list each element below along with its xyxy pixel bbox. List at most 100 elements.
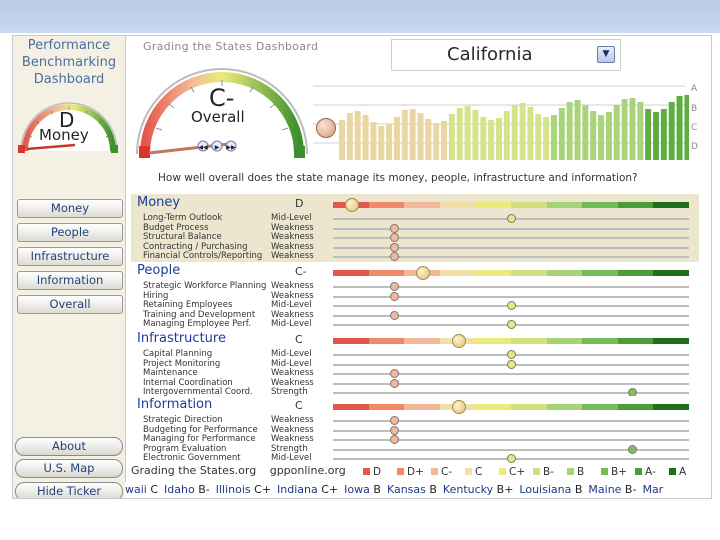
criterion-rating-dot[interactable] bbox=[389, 378, 399, 388]
criterion-label[interactable]: Strategic Direction bbox=[143, 415, 223, 425]
grade-strip-segment bbox=[546, 270, 583, 276]
criterion-label[interactable]: Maintenance bbox=[143, 368, 198, 378]
ticker-item[interactable]: Illinois C+ bbox=[215, 483, 272, 496]
ticker-state: Illinois bbox=[215, 483, 251, 496]
history-bar bbox=[425, 119, 432, 160]
title-line: Performance bbox=[27, 38, 111, 53]
criterion-track bbox=[333, 286, 689, 288]
criterion-rating-dot[interactable] bbox=[507, 454, 516, 463]
grade-strip-segment bbox=[333, 338, 369, 344]
ticker-state: Iowa bbox=[344, 483, 370, 496]
ticker-item[interactable]: Louisiana B bbox=[519, 483, 583, 496]
nav-infrastructure-button[interactable]: Infrastructure bbox=[17, 247, 123, 266]
grade-strip-segment bbox=[653, 202, 689, 208]
grade-strip-segment bbox=[404, 404, 440, 410]
ticker-state: Maine bbox=[588, 483, 622, 496]
criterion-rating-dot[interactable] bbox=[389, 252, 399, 261]
criterion-label[interactable]: Intergovernmental Coord. bbox=[143, 387, 253, 397]
nav-overall-button[interactable]: Overall bbox=[17, 295, 123, 314]
criterion-label[interactable]: Managing Employee Perf. bbox=[143, 319, 251, 329]
criterion-label[interactable]: Retaining Employees bbox=[143, 300, 233, 310]
history-bar bbox=[566, 102, 573, 160]
criterion-rating-dot[interactable] bbox=[389, 369, 399, 378]
legend-grade-label: A- bbox=[645, 466, 656, 478]
legend-swatch bbox=[635, 468, 642, 475]
ticker-item[interactable]: Kentucky B+ bbox=[442, 483, 514, 496]
criterion-label[interactable]: Strategic Workforce Planning bbox=[143, 281, 267, 291]
window-top-bar bbox=[0, 0, 720, 33]
criterion-rating-dot[interactable] bbox=[507, 320, 516, 329]
grade-strip-segment bbox=[475, 338, 511, 344]
criterion-label[interactable]: Internal Coordination bbox=[143, 377, 233, 388]
ticker-item[interactable]: Maine B- bbox=[588, 483, 637, 496]
criterion-rating-dot[interactable] bbox=[389, 435, 399, 444]
scale-label-d: D bbox=[691, 142, 698, 152]
criterion-rating-dot[interactable] bbox=[389, 233, 399, 242]
chevron-down-icon[interactable]: ▼ bbox=[597, 46, 615, 63]
ticker-item[interactable]: Iowa B bbox=[344, 483, 381, 496]
criterion-label[interactable]: Budget Process bbox=[143, 222, 209, 233]
criterion-label[interactable]: Project Monitoring bbox=[143, 358, 221, 369]
criterion-rating: Weakness bbox=[271, 415, 314, 425]
history-bar bbox=[519, 103, 526, 160]
history-bar bbox=[653, 112, 659, 160]
criterion-rating-dot[interactable] bbox=[507, 214, 516, 223]
section-grade-marker[interactable] bbox=[451, 334, 466, 348]
state-ticker[interactable]: waii C Idaho B- Illinois C+ Indiana C+ Iowa … bbox=[125, 482, 711, 498]
ticker-item[interactable]: Idaho B- bbox=[164, 483, 210, 496]
ticker-item[interactable]: waii C bbox=[125, 483, 159, 496]
section-grade-marker[interactable] bbox=[451, 400, 466, 414]
criterion-label[interactable]: Budgeting for Performance bbox=[143, 424, 258, 435]
history-bar bbox=[511, 105, 518, 160]
legend-swatch bbox=[601, 468, 608, 475]
history-bar bbox=[393, 117, 400, 160]
gradingthestates-link[interactable]: Grading the States.org bbox=[131, 464, 257, 477]
history-bar bbox=[668, 102, 675, 160]
about-button[interactable]: About bbox=[15, 437, 123, 456]
us-map-button[interactable]: U.S. Map bbox=[15, 459, 123, 478]
criterion-label[interactable]: Capital Planning bbox=[143, 349, 213, 359]
state-dropdown[interactable]: California ▼ bbox=[391, 39, 621, 71]
criterion-rating-dot[interactable] bbox=[507, 301, 516, 310]
criterion-label[interactable]: Electronic Government bbox=[143, 453, 241, 463]
criterion-rating-dot[interactable] bbox=[389, 291, 399, 301]
section-grade-marker[interactable] bbox=[344, 198, 359, 212]
history-slider-handle[interactable] bbox=[316, 118, 336, 138]
criterion-label[interactable]: Financial Controls/Reporting bbox=[143, 251, 263, 261]
criterion-rating: Mid-Level bbox=[271, 213, 312, 223]
criterion-label[interactable]: Managing for Performance bbox=[143, 434, 256, 444]
legend-grade-label: C bbox=[475, 466, 483, 478]
legend-swatch bbox=[363, 468, 370, 475]
criterion-label[interactable]: Long-Term Outlook bbox=[143, 213, 223, 223]
ticker-item[interactable]: Kansas B bbox=[386, 483, 437, 496]
nav-information-button[interactable]: Information bbox=[17, 271, 123, 290]
criterion-rating-dot[interactable] bbox=[389, 282, 399, 291]
criterion-rating-dot[interactable] bbox=[507, 359, 516, 369]
grade-strip-segment bbox=[511, 338, 547, 344]
criterion-rating-dot[interactable] bbox=[389, 416, 399, 425]
criterion-label[interactable]: Contracting / Purchasing bbox=[143, 241, 248, 252]
criterion-rating-dot[interactable] bbox=[389, 242, 399, 252]
criterion-label[interactable]: Training and Development bbox=[143, 309, 256, 320]
criterion-rating-dot[interactable] bbox=[628, 444, 638, 454]
gpponline-link[interactable]: gpponline.org bbox=[269, 464, 346, 477]
sidebar: Performance Benchmarking Dashboard bbox=[13, 36, 126, 498]
nav-money-button[interactable]: Money bbox=[17, 199, 123, 218]
ticker-item[interactable]: Indiana C+ bbox=[277, 483, 339, 496]
history-bar bbox=[574, 100, 581, 160]
ticker-item[interactable]: Mar bbox=[642, 483, 663, 496]
criterion-label[interactable]: Program Evaluation bbox=[143, 443, 227, 454]
history-bar bbox=[480, 117, 487, 160]
criterion-rating-dot[interactable] bbox=[507, 350, 516, 359]
hide-ticker-button[interactable]: Hide Ticker bbox=[15, 482, 123, 498]
overall-question: How well overall does the state manage i… bbox=[158, 172, 638, 184]
criterion-label[interactable]: Hiring bbox=[143, 290, 169, 301]
criterion-rating-dot[interactable] bbox=[389, 223, 399, 233]
section-grade-marker[interactable] bbox=[416, 266, 430, 280]
criterion-track bbox=[333, 237, 689, 239]
criterion-label[interactable]: Structural Balance bbox=[143, 232, 222, 242]
nav-people-button[interactable]: People bbox=[17, 223, 123, 242]
criterion-rating-dot[interactable] bbox=[389, 310, 399, 320]
criterion-rating-dot[interactable] bbox=[389, 425, 399, 435]
criterion-track bbox=[333, 392, 689, 394]
